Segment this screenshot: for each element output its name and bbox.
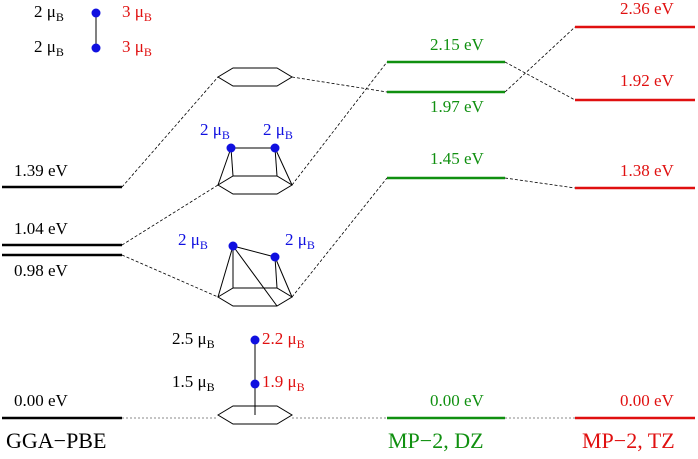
level-label: 1.38 eV	[620, 161, 675, 180]
text-part: 2 μ	[285, 230, 307, 249]
text-part: B	[56, 45, 64, 59]
structures	[91, 8, 293, 425]
text-part: 3 μ	[122, 2, 144, 21]
level-label: 0.98 eV	[14, 261, 69, 280]
level-label: 2.15 eV	[430, 35, 485, 54]
moment-label: 2 μB	[178, 230, 208, 252]
text-part: B	[144, 45, 152, 59]
connectors	[121, 26, 576, 419]
levels	[2, 25, 695, 420]
level-label: 0.00 eV	[620, 391, 675, 410]
level-labels: 1.39 eV 1.04 eV 0.98 eV 0.00 eV GGA−PBE …	[6, 0, 675, 453]
moment-label: 2 μB	[285, 230, 315, 252]
text-part: B	[222, 128, 230, 142]
moment-label: 3 μB	[122, 37, 152, 59]
text-part: B	[297, 337, 305, 351]
column-label: GGA−PBE	[6, 428, 106, 453]
text-part: B	[285, 128, 293, 142]
text-part: B	[207, 337, 215, 351]
text-part: 2 μ	[200, 120, 222, 139]
level-label: 2.36 eV	[620, 0, 675, 18]
level-label: 0.00 eV	[430, 391, 485, 410]
text-part: 2 μ	[34, 2, 56, 21]
text-part: 1.9 μ	[262, 372, 297, 391]
text-part: 2 μ	[263, 120, 285, 139]
column-label: MP−2, DZ	[388, 428, 484, 453]
level-label: 1.92 eV	[620, 71, 675, 90]
text-part: 2 μ	[178, 230, 200, 249]
level-label: 1.04 eV	[14, 219, 69, 238]
moment-label: 1.5 μB	[172, 372, 215, 394]
text-part: B	[144, 10, 152, 24]
moment-label: 2.5 μB	[172, 329, 215, 351]
level-label: 1.39 eV	[14, 161, 69, 180]
text-part: 1.5 μ	[172, 372, 207, 391]
column-label: MP−2, TZ	[582, 428, 675, 453]
text-part: B	[56, 10, 64, 24]
text-part: 3 μ	[122, 37, 144, 56]
moment-label: 2.2 μB	[262, 329, 305, 351]
text-part: 2.2 μ	[262, 329, 297, 348]
text-part: B	[200, 238, 208, 252]
moment-label: 2 μB	[263, 120, 293, 142]
moment-label: 1.9 μB	[262, 372, 305, 394]
moment-label: 2 μB	[200, 120, 230, 142]
moment-label: 3 μB	[122, 2, 152, 24]
text-part: 2.5 μ	[172, 329, 207, 348]
text-part: B	[307, 238, 315, 252]
level-label: 1.97 eV	[430, 97, 485, 116]
text-part: B	[297, 380, 305, 394]
level-label: 0.00 eV	[14, 391, 69, 410]
text-part: B	[207, 380, 215, 394]
text-part: 2 μ	[34, 37, 56, 56]
moment-label: 2 μB	[34, 2, 64, 24]
moments: 2 μB 3 μB 2 μB 3 μB 2 μB 2 μB 2 μB 2 μB …	[34, 2, 315, 394]
moment-label: 2 μB	[34, 37, 64, 59]
level-label: 1.45 eV	[430, 149, 485, 168]
